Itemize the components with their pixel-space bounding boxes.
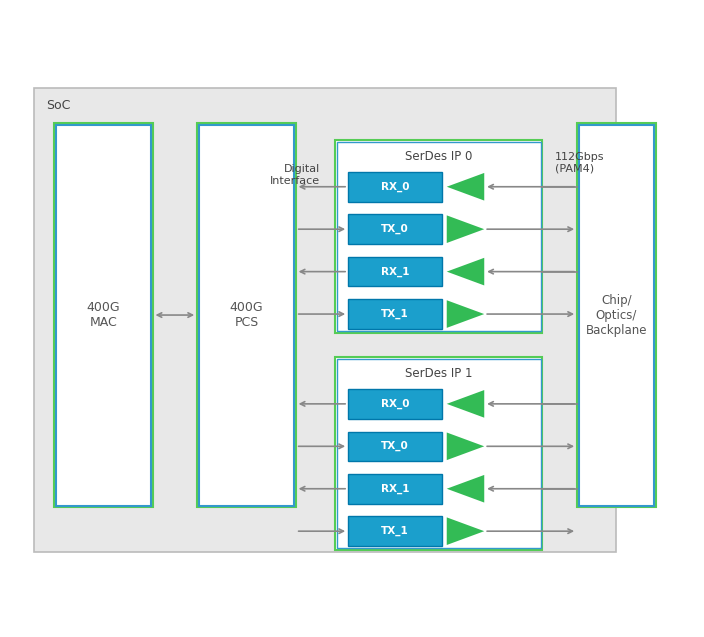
Bar [348, 431, 442, 461]
Text: 400G
PCS: 400G PCS [230, 301, 263, 329]
Bar [56, 125, 151, 506]
Bar [348, 517, 442, 546]
Text: Chip/
Optics/
Backplane: Chip/ Optics/ Backplane [586, 294, 647, 336]
Bar [197, 122, 296, 508]
Bar [579, 125, 654, 506]
Text: RX_0: RX_0 [381, 182, 409, 192]
Polygon shape [447, 433, 484, 460]
Bar [54, 122, 153, 508]
Bar [348, 257, 442, 287]
Bar [34, 88, 617, 552]
Polygon shape [447, 215, 484, 243]
Bar [348, 474, 442, 503]
Polygon shape [447, 173, 484, 201]
Bar [335, 140, 543, 333]
Text: TX_1: TX_1 [381, 526, 409, 536]
Bar [337, 359, 541, 548]
Bar [335, 357, 543, 550]
Text: SoC: SoC [46, 99, 70, 112]
Text: RX_0: RX_0 [381, 399, 409, 409]
Text: RX_1: RX_1 [381, 483, 409, 494]
Text: TX_0: TX_0 [381, 224, 409, 234]
Bar [348, 389, 442, 419]
Bar [348, 215, 442, 244]
Text: SerDes IP 1: SerDes IP 1 [405, 368, 472, 380]
Text: RX_1: RX_1 [381, 266, 409, 276]
Bar [348, 172, 442, 201]
Text: Digital
Interface: Digital Interface [270, 164, 320, 185]
Text: TX_0: TX_0 [381, 441, 409, 452]
Polygon shape [447, 258, 484, 285]
Bar [348, 299, 442, 329]
Bar [199, 125, 294, 506]
Polygon shape [447, 300, 484, 328]
Polygon shape [447, 390, 484, 418]
Polygon shape [447, 517, 484, 545]
Text: SerDes IP 0: SerDes IP 0 [406, 150, 472, 163]
Bar [337, 142, 541, 331]
Text: 112Gbps
(PAM4): 112Gbps (PAM4) [555, 152, 605, 174]
Polygon shape [447, 475, 484, 503]
Text: 400G
MAC: 400G MAC [87, 301, 120, 329]
Bar [577, 122, 656, 508]
Text: TX_1: TX_1 [381, 309, 409, 319]
